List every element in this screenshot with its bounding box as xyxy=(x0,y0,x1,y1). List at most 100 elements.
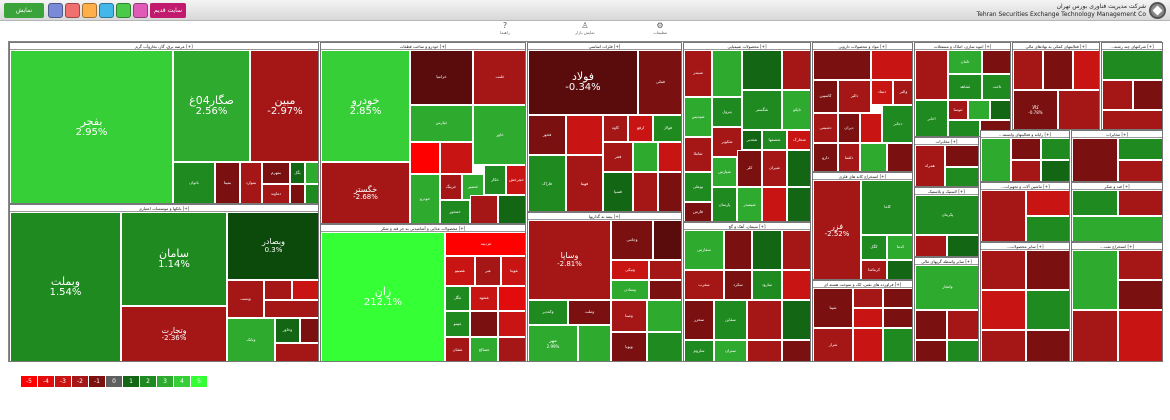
stock-tile[interactable]: خرینگ xyxy=(440,174,462,200)
stock-tile[interactable]: خپارس xyxy=(410,105,473,142)
stock-tile[interactable] xyxy=(1026,250,1069,290)
sector-title[interactable]: بانکها و موسسات اعتباری [+] xyxy=(10,205,318,212)
stock-tile[interactable]: فخوز xyxy=(528,115,566,155)
sector-title[interactable]: محصولات غذایی و آشامیدنی به جز قند و شکر… xyxy=(321,225,525,232)
stock-tile[interactable]: پکرمان xyxy=(915,195,978,235)
stock-tile[interactable]: سامان 1.14% xyxy=(121,212,227,306)
sector-title[interactable]: بیمه به گذاریها [+] xyxy=(528,213,681,220)
stock-tile[interactable]: بگل xyxy=(290,162,305,184)
stock-tile[interactable]: شخارک xyxy=(787,130,810,150)
stock-tile[interactable] xyxy=(498,286,525,311)
stock-tile[interactable]: شبندر xyxy=(684,50,712,97)
stock-tile[interactable] xyxy=(787,187,810,221)
stock-tile[interactable] xyxy=(1072,250,1118,310)
stock-tile[interactable]: غویتا xyxy=(501,256,525,286)
stock-tile[interactable] xyxy=(981,290,1026,330)
sector-title[interactable]: ...سایر محصولات [+] xyxy=(981,243,1069,250)
stock-tile[interactable]: فهیتا xyxy=(566,155,603,211)
stock-tile[interactable] xyxy=(883,308,912,328)
sector-title[interactable]: محصولات شیمیایی [+] xyxy=(684,43,810,50)
stock-tile[interactable]: وساپا -2.81% xyxy=(528,220,611,300)
stock-tile[interactable] xyxy=(1026,290,1069,330)
stock-tile[interactable] xyxy=(981,138,1011,181)
stock-tile[interactable]: ومعادن xyxy=(611,280,649,300)
stock-tile[interactable] xyxy=(1026,216,1069,241)
stock-tile[interactable] xyxy=(633,142,658,172)
stock-tile[interactable] xyxy=(945,167,978,186)
stock-tile[interactable]: همراه xyxy=(915,145,945,186)
stock-tile[interactable] xyxy=(1072,216,1162,241)
stock-tile[interactable] xyxy=(566,115,603,155)
stock-tile[interactable] xyxy=(724,230,752,270)
stock-tile[interactable] xyxy=(498,311,525,337)
stock-tile[interactable]: ثامان xyxy=(948,50,982,74)
stock-tile[interactable] xyxy=(1118,280,1162,310)
stock-tile[interactable] xyxy=(1118,190,1162,216)
stock-tile[interactable]: شصفها xyxy=(762,130,787,150)
stock-tile[interactable]: شپنا xyxy=(813,288,853,328)
stock-tile[interactable] xyxy=(982,50,1010,74)
stock-tile[interactable] xyxy=(747,340,782,361)
stock-tile[interactable]: بفجر 2.95% xyxy=(10,50,173,203)
stock-tile[interactable] xyxy=(1102,110,1162,129)
stock-tile[interactable]: کلر xyxy=(737,150,762,187)
stock-tile[interactable]: دماوند xyxy=(262,184,290,203)
stock-tile[interactable]: فاراک xyxy=(528,155,566,211)
stock-tile[interactable] xyxy=(1011,138,1041,160)
stock-tile[interactable]: پترول xyxy=(712,97,742,127)
chart-icon[interactable] xyxy=(116,3,131,18)
stock-tile[interactable] xyxy=(1058,90,1099,129)
stock-tile[interactable] xyxy=(782,50,810,90)
stock-tile[interactable] xyxy=(264,300,318,318)
stock-tile[interactable]: ناتوان xyxy=(173,162,215,203)
stock-tile[interactable]: دشیمی xyxy=(813,113,838,143)
stock-tile[interactable]: سقاین xyxy=(714,300,747,340)
sector-title[interactable]: مخابرات [+] xyxy=(915,138,978,145)
stock-tile[interactable]: وبانک xyxy=(227,318,275,361)
stock-tile[interactable]: خودرو xyxy=(410,174,440,223)
stock-tile[interactable]: -2.99% xyxy=(981,190,1026,241)
stock-tile[interactable] xyxy=(860,113,882,143)
folder-icon[interactable] xyxy=(99,3,114,18)
stock-tile[interactable]: خلنت-3.65% xyxy=(473,50,525,105)
stock-tile[interactable]: وپست-1.99% xyxy=(227,280,264,318)
stock-tile[interactable] xyxy=(1102,80,1133,110)
stock-tile[interactable]: شراز xyxy=(813,328,853,361)
sector-title[interactable]: استخراج کانه های فلزی [+] xyxy=(813,173,912,180)
sector-title[interactable]: مخابرات [+] xyxy=(1072,131,1162,138)
stock-tile[interactable] xyxy=(947,235,978,256)
stock-tile[interactable] xyxy=(1043,50,1073,90)
home-icon[interactable] xyxy=(65,3,80,18)
stock-tile[interactable]: کالا -0.78% xyxy=(1013,90,1058,129)
stock-tile[interactable] xyxy=(290,184,305,203)
sector-title[interactable]: فلزات اساسی [+] xyxy=(528,43,681,50)
stock-tile[interactable]: وپویا xyxy=(611,332,647,361)
stock-tile[interactable] xyxy=(1072,310,1118,361)
stock-tile[interactable] xyxy=(945,145,978,167)
stock-tile[interactable] xyxy=(470,311,498,337)
stock-tile[interactable]: غزدینه xyxy=(445,232,525,256)
stock-tile[interactable]: دجابر xyxy=(882,105,912,143)
stock-tile[interactable] xyxy=(305,162,318,184)
sector-title[interactable]: سیمان، آهک و گچ [+] xyxy=(684,223,810,230)
stock-tile[interactable] xyxy=(981,250,1026,290)
stock-tile[interactable] xyxy=(1013,50,1043,90)
stock-tile[interactable]: فملی-1.07% xyxy=(638,50,681,115)
stock-tile[interactable]: ولتجار xyxy=(915,265,978,310)
stock-tile[interactable]: فسپا xyxy=(603,172,633,211)
stock-tile[interactable] xyxy=(1118,310,1162,361)
stock-tile[interactable]: شگستر xyxy=(742,90,782,130)
stock-tile[interactable] xyxy=(1133,80,1162,110)
stock-tile[interactable] xyxy=(752,230,782,270)
stock-tile[interactable] xyxy=(275,343,318,361)
stock-tile[interactable] xyxy=(915,235,947,256)
stock-tile[interactable]: غبر xyxy=(475,256,501,286)
stock-tile[interactable]: خودرو 2.85% xyxy=(321,50,410,162)
old-site-button[interactable]: سایت قدیم xyxy=(150,3,186,18)
stock-tile[interactable] xyxy=(871,50,912,80)
stock-tile[interactable]: کرماشا xyxy=(861,260,887,279)
help-tool[interactable]: ? راهنما xyxy=(480,21,530,37)
stock-tile[interactable]: 1.22% xyxy=(1102,50,1162,80)
stock-tile[interactable] xyxy=(1072,138,1118,181)
stock-tile[interactable] xyxy=(1011,160,1041,181)
